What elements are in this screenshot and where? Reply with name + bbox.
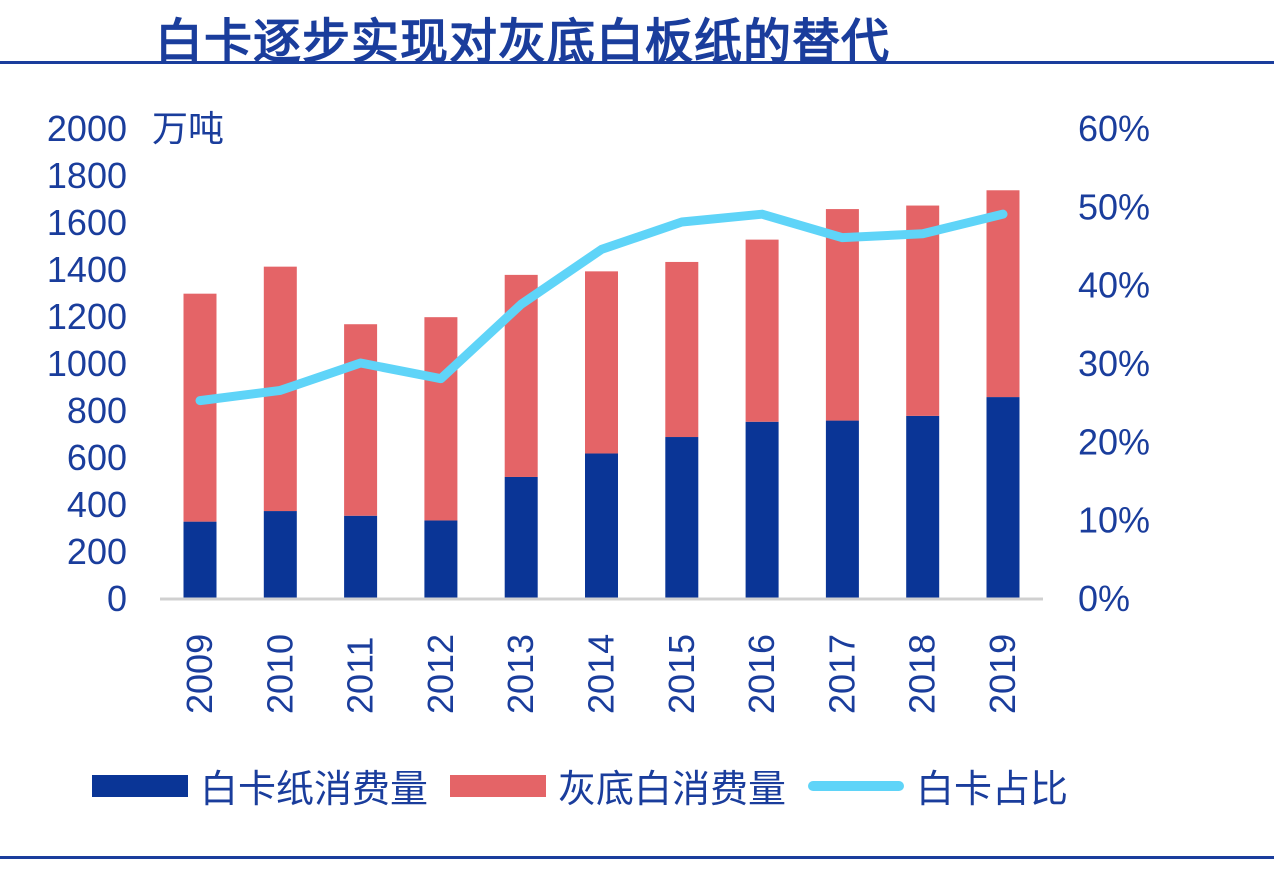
x-tick-label: 2015	[661, 634, 702, 714]
legend-label-white-card: 白卡纸消费量	[200, 769, 429, 811]
bar-grey-board	[665, 261, 699, 438]
chart-title: 白卡逐步实现对灰底白板纸的替代	[155, 16, 891, 69]
bar-white-card	[424, 520, 458, 598]
bar-white-card	[986, 397, 1020, 598]
y-left-tick-label: 1200	[47, 296, 127, 337]
y-left-tick-label: 1800	[47, 155, 127, 196]
legend-label-grey-board: 灰底白消费量	[558, 769, 787, 811]
bar-white-card	[825, 420, 859, 598]
bar-white-card	[263, 511, 297, 598]
y-left-tick-label: 1000	[47, 343, 127, 384]
y-right-tick-label: 60%	[1078, 108, 1150, 149]
legend-swatch-white-card	[92, 774, 188, 797]
y-right-tick-label: 20%	[1078, 421, 1150, 462]
y-right-tick-label: 30%	[1078, 343, 1150, 384]
bar-grey-board	[906, 205, 940, 416]
legend-item-white-card: 白卡纸消费量	[92, 758, 428, 813]
y-left-tick-label: 800	[67, 390, 127, 431]
y-left-axis-title: 万吨	[152, 108, 224, 149]
y-left-tick-label: 600	[67, 437, 127, 478]
x-tick-label: 2014	[581, 634, 622, 714]
bar-white-card	[585, 453, 618, 598]
x-tick-label: 2009	[179, 634, 220, 714]
bar-grey-board	[745, 239, 779, 422]
bar-grey-board	[424, 317, 458, 521]
legend-item-share: 白卡占比	[808, 758, 1068, 813]
bar-white-card	[745, 421, 779, 598]
bar-white-card	[344, 515, 378, 598]
bar-white-card	[183, 521, 217, 598]
line-share	[195, 209, 1008, 406]
legend: 白卡纸消费量 灰底白消费量 白卡占比	[92, 758, 1090, 813]
x-tick-label: 2016	[741, 634, 782, 714]
bar-white-card	[665, 437, 699, 598]
y-left-tick-label: 2000	[47, 108, 127, 149]
y-left-tick-label: 0	[107, 578, 127, 619]
x-tick-label: 2017	[821, 634, 862, 714]
y-right-tick-label: 0%	[1078, 578, 1130, 619]
legend-item-grey-board: 灰底白消费量	[450, 758, 786, 813]
title-divider	[0, 61, 1274, 64]
bar-white-card	[906, 415, 940, 598]
legend-swatch-share	[808, 780, 905, 791]
bar-grey-board	[183, 293, 217, 522]
bar-grey-board	[825, 209, 859, 421]
legend-label-share: 白卡占比	[916, 769, 1069, 811]
x-tick-label: 2018	[902, 634, 943, 714]
x-tick-label: 2010	[259, 634, 300, 714]
x-tick-label: 2019	[982, 634, 1023, 714]
y-right-tick-label: 50%	[1078, 186, 1150, 227]
y-left-tick-label: 400	[67, 484, 127, 525]
bar-grey-board	[585, 271, 618, 454]
bar-white-card	[504, 476, 538, 598]
y-right-tick-label: 40%	[1078, 265, 1150, 306]
legend-swatch-grey-board	[450, 774, 547, 797]
y-right-tick-label: 10%	[1078, 500, 1150, 541]
x-tick-label: 2012	[420, 634, 461, 714]
y-left-tick-label: 1600	[47, 202, 127, 243]
bottom-divider	[0, 856, 1274, 859]
bar-grey-board	[986, 190, 1020, 398]
x-tick-label: 2013	[500, 634, 541, 714]
x-tick-label: 2011	[340, 637, 381, 714]
y-left-tick-label: 200	[67, 531, 127, 572]
y-left-tick-label: 1400	[47, 249, 127, 290]
bar-grey-board	[344, 324, 378, 516]
